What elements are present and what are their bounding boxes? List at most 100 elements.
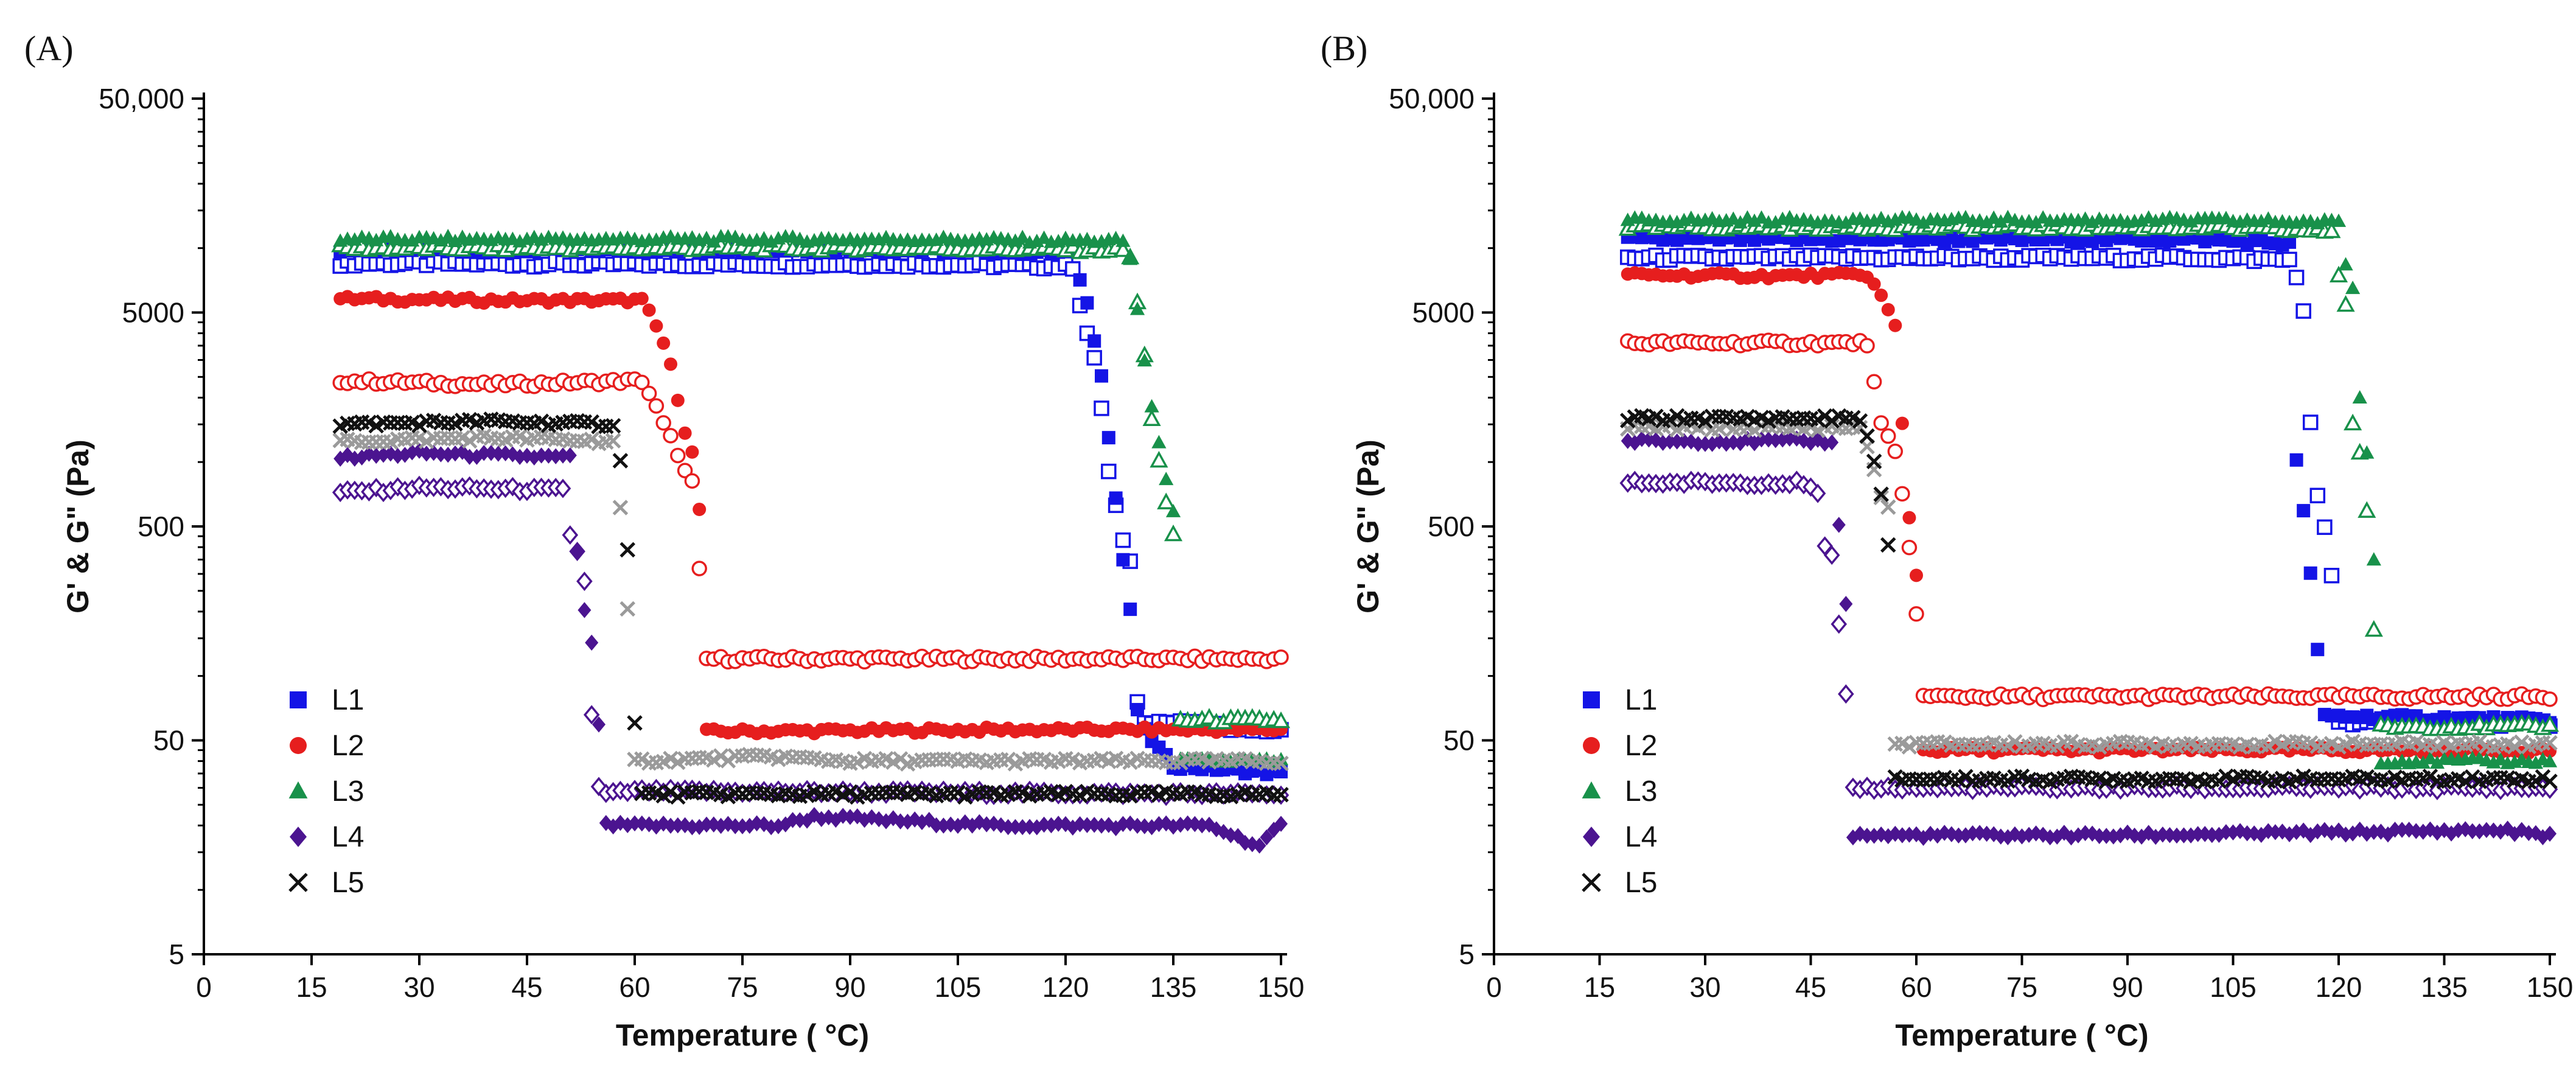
data-point-l2 [641, 385, 657, 402]
x-tick-label: 0 [1486, 971, 1502, 1003]
data-point-l1 [2311, 643, 2325, 657]
data-point-l4 [1145, 819, 1159, 836]
data-point-l4 [1066, 819, 1080, 836]
data-point-l5 [892, 751, 909, 767]
data-point-l4 [1747, 435, 1761, 452]
data-point-l4 [1101, 817, 1115, 833]
data-point-l4 [1252, 837, 1266, 854]
data-point-l4 [707, 816, 721, 833]
data-point-l3 [2331, 213, 2347, 227]
data-point-l2 [635, 292, 649, 306]
data-point-l4 [671, 817, 685, 834]
data-point-l1 [1095, 369, 1108, 383]
y-tick-label: 5 [1459, 938, 1475, 970]
data-point-l5 [2542, 774, 2558, 789]
data-point-l2 [648, 398, 665, 414]
data-point-l4 [2522, 825, 2536, 841]
data-point-l3 [2540, 715, 2560, 732]
data-point-l4 [455, 444, 469, 460]
legend-marker-l4 [290, 826, 307, 847]
data-point-l5 [620, 601, 635, 617]
data-point-l4 [814, 811, 828, 828]
data-point-l2 [663, 428, 679, 444]
legend-marker-l5 [288, 873, 308, 892]
legend-label-l3: L3 [332, 775, 364, 808]
data-point-l4 [1980, 825, 1994, 842]
data-point-l3 [2344, 413, 2362, 431]
data-point-l2 [634, 374, 650, 391]
data-point-l4 [477, 445, 491, 461]
data-point-l1 [2281, 251, 2297, 268]
series-l2 [1620, 265, 2558, 760]
data-point-l4 [2388, 822, 2402, 838]
data-point-l1 [1123, 603, 1137, 617]
data-point-l4 [1260, 829, 1274, 846]
data-point-l2 [1867, 277, 1881, 291]
data-point-l3 [1142, 409, 1161, 427]
data-point-l4 [2332, 822, 2345, 839]
data-point-l3 [1273, 752, 1289, 766]
data-point-l4 [1698, 436, 1712, 452]
data-point-l4 [556, 447, 570, 464]
data-point-l5 [1817, 408, 1833, 424]
data-point-l5 [605, 417, 621, 434]
data-point-l4 [506, 446, 520, 463]
data-point-l1 [2302, 414, 2319, 430]
data-point-l4 [570, 544, 584, 561]
data-point-l4 [1811, 431, 1825, 448]
x-tick-label: 105 [2210, 971, 2257, 1003]
data-point-l5 [2535, 769, 2551, 785]
legend-marker-l5 [1582, 873, 1601, 892]
data-point-l3 [2364, 620, 2383, 637]
data-point-l5 [612, 500, 629, 515]
y-tick-label: 5000 [122, 297, 184, 329]
data-point-l4 [772, 818, 785, 834]
data-point-l4 [1916, 830, 1930, 846]
legend-label-l4: L4 [1625, 821, 1657, 853]
x-axis-title: Temperature ( °C) [616, 1018, 869, 1052]
data-point-l4 [1994, 828, 2008, 845]
data-point-l4 [578, 602, 592, 618]
data-point-l5 [2507, 739, 2522, 755]
data-point-l4 [2367, 823, 2381, 840]
data-point-l5 [2211, 773, 2227, 789]
data-point-l4 [1016, 819, 1030, 836]
data-point-l4 [1267, 822, 1281, 838]
chart-panel-a: 0 15 30 45 60 75 90 105 120 135 150 5 50 500 5000 50,00… [61, 83, 1304, 1052]
x-tick-label: 30 [403, 971, 435, 1003]
y-tick-label: 500 [138, 511, 184, 542]
data-point-l3 [433, 233, 449, 247]
x-tick-label: 60 [1901, 971, 1932, 1003]
data-point-l4 [585, 634, 599, 651]
data-point-l4 [1860, 828, 1874, 844]
data-point-l4 [2127, 827, 2141, 844]
data-point-l4 [2317, 822, 2331, 839]
data-point-l5 [1866, 453, 1882, 469]
data-point-l2 [1894, 486, 1910, 502]
data-point-l1 [2288, 270, 2305, 285]
x-tick-label: 90 [834, 971, 865, 1003]
data-point-l5 [584, 414, 599, 430]
data-point-l5 [1273, 786, 1289, 803]
data-point-l4 [534, 447, 548, 464]
data-point-l5 [1880, 537, 1896, 553]
series-l3 [1618, 209, 2560, 770]
data-point-l3 [1151, 435, 1167, 449]
data-point-l3 [1979, 214, 1994, 228]
data-point-l4 [576, 571, 593, 592]
data-point-l1 [2295, 303, 2311, 319]
legend-label-l2: L2 [332, 730, 364, 762]
data-point-l4 [362, 445, 376, 462]
data-point-l4 [664, 817, 677, 834]
data-point-l3 [2352, 390, 2367, 403]
data-point-l3 [405, 233, 420, 247]
data-point-l4 [2409, 823, 2423, 839]
data-point-l3 [2415, 755, 2431, 769]
data-point-l1 [1116, 553, 1130, 567]
data-point-l3 [2322, 221, 2341, 239]
data-point-l4 [757, 816, 771, 833]
data-point-l4 [1001, 819, 1015, 836]
data-point-l5 [411, 417, 427, 433]
data-point-l5 [1824, 413, 1840, 429]
